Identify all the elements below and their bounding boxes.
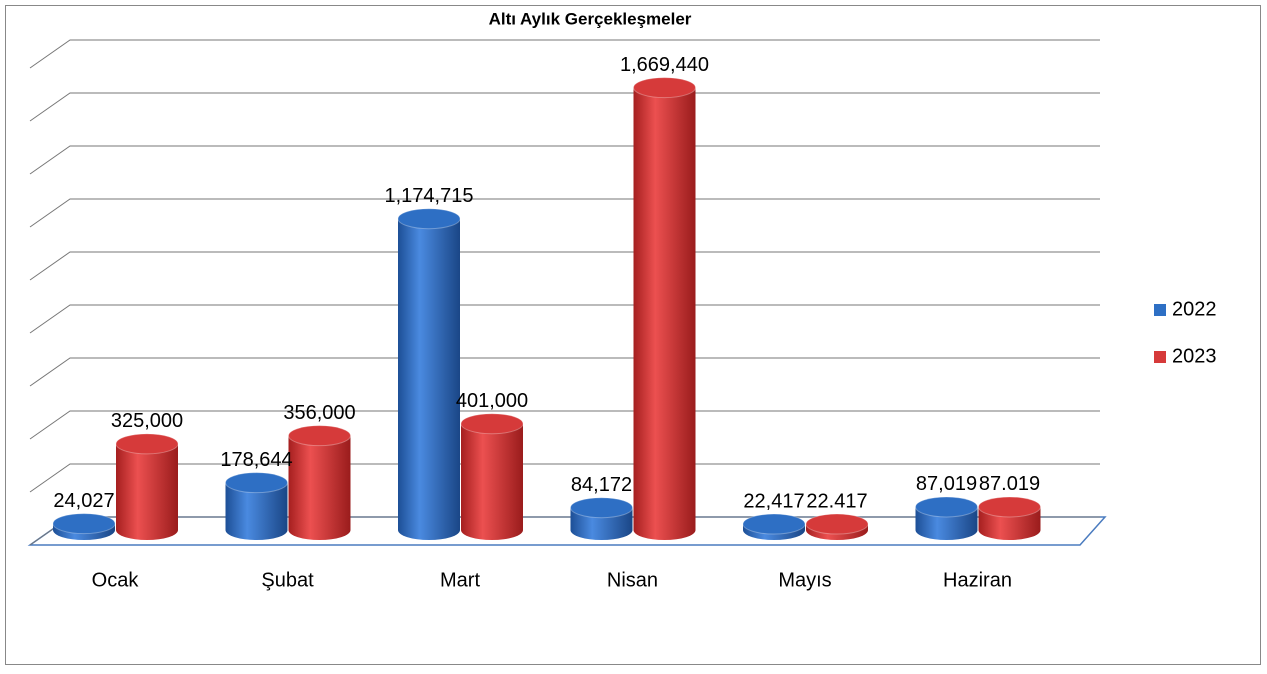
bar: [225, 472, 288, 540]
bar: [288, 425, 351, 540]
bar-top: [115, 433, 179, 455]
legend-label: 2023: [1172, 345, 1217, 367]
bar-top: [915, 496, 978, 518]
grid-line: [29, 198, 1100, 228]
data-label: 22.417: [806, 490, 867, 512]
grid-line: [29, 92, 1100, 122]
bar: [633, 77, 696, 541]
legend-swatch: [1154, 304, 1166, 316]
bar-top: [288, 425, 351, 447]
bar-body: [116, 443, 178, 540]
legend-label: 2022: [1172, 298, 1217, 320]
chart-border: [5, 5, 1261, 665]
x-tick-label: Mart: [440, 569, 480, 591]
grid-line: [29, 410, 1100, 440]
bar-body: [225, 482, 288, 540]
bar-body: [398, 218, 460, 540]
bar-top: [805, 513, 869, 535]
data-label: 178,644: [220, 449, 292, 471]
bar-top: [570, 497, 633, 519]
grid-line: [29, 304, 1100, 334]
bar-top: [52, 513, 116, 535]
data-label: 401,000: [456, 390, 528, 412]
bar-body: [288, 435, 351, 540]
bar: [115, 433, 179, 540]
legend-swatch: [1154, 351, 1166, 363]
x-tick-label: Ocak: [92, 569, 140, 591]
data-label: 84,172: [571, 474, 632, 496]
data-label: 24,027: [53, 490, 114, 512]
bar: [742, 513, 806, 540]
data-label: 1,174,715: [385, 185, 474, 207]
grid-line: [29, 357, 1100, 387]
bar-top: [742, 513, 806, 535]
grid-line: [29, 145, 1100, 175]
data-label: 356,000: [283, 402, 355, 424]
bar: [460, 413, 524, 540]
bar: [52, 513, 116, 540]
grid-line: [29, 251, 1100, 281]
bar-top: [633, 77, 696, 99]
bar: [805, 513, 869, 540]
data-label: 1,669,440: [620, 54, 709, 76]
x-tick-label: Haziran: [943, 569, 1012, 591]
bar: [397, 208, 461, 540]
bar-top: [460, 413, 524, 435]
bar-body: [461, 423, 523, 540]
x-tick-label: Nisan: [607, 569, 658, 591]
x-tick-label: Şubat: [261, 569, 314, 591]
data-label: 87,019: [916, 473, 977, 495]
bars: [52, 77, 1041, 541]
data-label: 87.019: [979, 473, 1040, 495]
bar-body: [633, 87, 696, 541]
grid-line: [29, 463, 1100, 493]
bar-top: [978, 496, 1041, 518]
data-label: 325,000: [111, 410, 183, 432]
bar: [915, 496, 978, 540]
data-label: 22,417: [743, 490, 804, 512]
bar: [570, 497, 633, 540]
bar: [978, 496, 1041, 540]
x-tick-label: Mayıs: [778, 569, 831, 591]
grid-line: [29, 39, 1100, 69]
bar-top: [397, 208, 461, 230]
bar-top: [225, 472, 288, 494]
grid: [29, 39, 1100, 546]
chart-title: Altı Aylık Gerçekleşmeler: [489, 9, 692, 28]
